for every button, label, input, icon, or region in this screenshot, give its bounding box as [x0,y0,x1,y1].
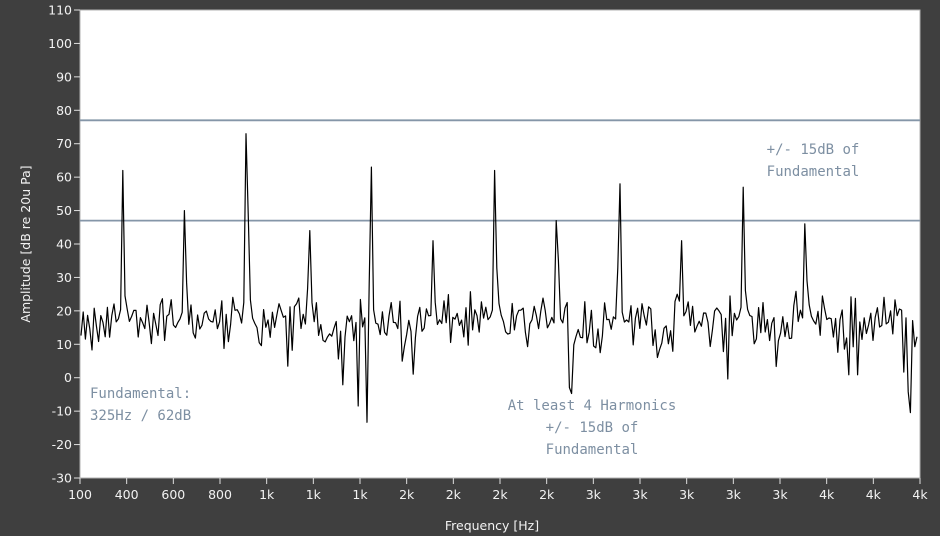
x-tick-label: 3k [726,487,742,502]
y-tick-label: -30 [52,471,72,486]
spectrum-series-line [80,133,918,423]
x-axis-title: Frequency [Hz] [445,518,539,533]
harmonics-annotation-line1: At least 4 Harmonics [508,398,677,414]
x-axis: 100 400 600 800 1k 1k 1k 2k 2k 2k 2k 3k 3k 3k 3k 3k 4k 4k… [68,478,928,502]
y-tick-label: 110 [48,3,72,18]
x-tick-label: 3k [632,487,648,502]
x-tick-label: 2k [446,487,462,502]
x-tick-label: 3k [679,487,695,502]
x-tick-label: 4k [866,487,882,502]
x-tick-label: 600 [161,487,185,502]
harmonics-annotation-line2: +/- 15dB of [546,420,639,436]
x-tick-label: 4k [819,487,835,502]
y-tick-label: 70 [56,136,72,151]
x-tick-label: 800 [208,487,232,502]
y-tick-label: 90 [56,69,72,84]
x-tick-label: 1k [259,487,275,502]
y-tick-label: 10 [56,337,72,352]
y-tick-label: 60 [56,170,72,185]
y-tick-label: 40 [56,237,72,252]
x-tick-label: 1k [306,487,322,502]
harmonics-annotation-line3: Fundamental [546,442,639,458]
y-tick-label: 30 [56,270,72,285]
y-tick-label: 0 [64,370,72,385]
x-tick-label: 3k [772,487,788,502]
band-annotation-line1: +/- 15dB of [767,142,860,158]
y-tick-label: -10 [52,404,72,419]
fundamental-annotation-line2: 325Hz / 62dB [90,408,191,424]
y-axis-title: Amplitude [dB re 20u Pa] [18,165,33,322]
x-tick-label: 2k [492,487,508,502]
reference-lines [80,119,920,222]
x-tick-label: 400 [115,487,139,502]
x-tick-label: 4k [912,487,928,502]
y-tick-label: -20 [52,437,72,452]
y-tick-label: 80 [56,103,72,118]
x-tick-label: 3k [586,487,602,502]
x-tick-label: 100 [68,487,92,502]
y-tick-label: 20 [56,303,72,318]
x-tick-label: 1k [352,487,368,502]
band-annotation-line2: Fundamental [767,164,860,180]
x-tick-label: 2k [539,487,555,502]
plot-area [79,9,921,479]
y-tick-label: 100 [48,36,72,51]
x-tick-label: 2k [399,487,415,502]
fundamental-annotation-line1: Fundamental: [90,386,191,402]
y-tick-label: 50 [56,203,72,218]
